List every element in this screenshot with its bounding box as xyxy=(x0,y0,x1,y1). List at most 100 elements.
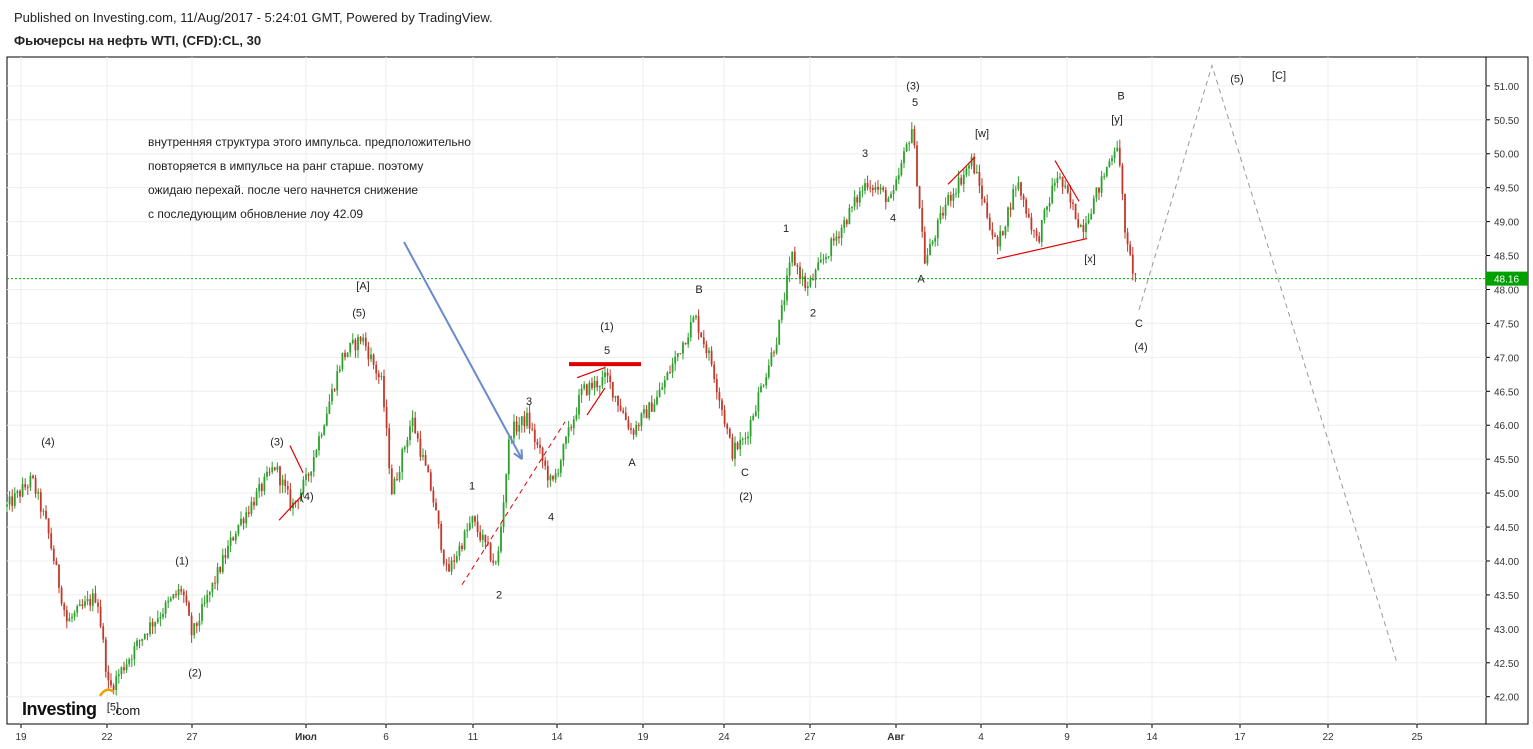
candle-body xyxy=(1007,207,1009,227)
candle-body xyxy=(645,409,648,419)
candle-body xyxy=(154,622,157,627)
candle-body xyxy=(778,319,781,345)
y-tick-label: 48.50 xyxy=(1494,252,1519,263)
candle-body xyxy=(1027,213,1030,218)
candle-body xyxy=(1043,209,1046,220)
wave-label: (1) xyxy=(600,321,613,333)
y-tick-label: 46.00 xyxy=(1494,421,1519,432)
candle-body xyxy=(398,472,401,480)
candle-body xyxy=(832,238,835,241)
candle-body xyxy=(676,353,679,357)
candle-body xyxy=(164,602,167,614)
candle-body xyxy=(544,460,547,466)
candle-body xyxy=(741,438,744,440)
candle-body xyxy=(1056,177,1059,183)
candle-body xyxy=(762,385,765,387)
candle-body xyxy=(198,620,201,626)
candle-body xyxy=(773,352,775,354)
candle-body xyxy=(700,332,703,338)
candle-body xyxy=(536,441,539,445)
note-line: внутренняя структура этого импульса. пре… xyxy=(148,135,471,149)
candle-body xyxy=(21,484,24,497)
candle-body xyxy=(149,622,151,635)
candle-body xyxy=(476,521,479,533)
candle-body xyxy=(614,396,617,398)
candle-body xyxy=(679,353,682,355)
wave-label: 4 xyxy=(890,213,896,225)
y-tick-label: 47.00 xyxy=(1494,353,1519,364)
candle-body xyxy=(115,676,118,690)
candle-body xyxy=(986,202,989,218)
candle-body xyxy=(598,385,601,388)
candle-body xyxy=(362,337,365,342)
wave-label: (2) xyxy=(739,491,752,503)
candle-body xyxy=(250,501,253,514)
candle-body xyxy=(463,531,466,550)
candle-body xyxy=(562,443,565,461)
candle-body xyxy=(474,516,476,522)
candle-body xyxy=(596,380,599,388)
candle-body xyxy=(383,376,385,408)
candle-body xyxy=(588,382,591,395)
candle-body xyxy=(1022,195,1025,200)
candle-body xyxy=(520,416,523,425)
y-tick-label: 49.50 xyxy=(1494,184,1519,195)
candle-body xyxy=(125,664,128,671)
candle-body xyxy=(372,354,375,365)
candle-body xyxy=(814,270,817,281)
wave-label: (5) xyxy=(352,308,365,320)
candle-body xyxy=(156,618,159,623)
candle-body xyxy=(120,667,123,675)
y-tick-label: 51.00 xyxy=(1494,82,1519,93)
candle-body xyxy=(825,257,827,260)
x-tick-label: Июл xyxy=(295,732,317,743)
candle-body xyxy=(315,450,318,458)
candle-body xyxy=(94,593,97,603)
candle-body xyxy=(671,363,674,373)
candle-body xyxy=(268,471,271,473)
candle-body xyxy=(424,455,427,466)
candle-body xyxy=(973,156,976,174)
candle-body xyxy=(276,466,279,470)
dashed-channel xyxy=(461,421,566,586)
candle-body xyxy=(341,352,344,370)
y-tick-label: 48.00 xyxy=(1494,285,1519,296)
candle-body xyxy=(240,518,242,525)
candle-body xyxy=(708,350,710,353)
candle-body xyxy=(767,365,770,378)
wave-label: 2 xyxy=(810,308,816,320)
candle-body xyxy=(172,594,175,599)
candle-body xyxy=(481,534,484,541)
wave-label: (1) xyxy=(175,555,188,567)
candle-body xyxy=(606,372,609,376)
candle-body xyxy=(910,129,913,144)
candle-body xyxy=(370,354,372,360)
candle-body xyxy=(674,356,677,364)
candle-body xyxy=(819,259,822,263)
candle-body xyxy=(947,195,950,205)
wave-label: (3) xyxy=(906,80,919,92)
candle-body xyxy=(666,372,669,381)
candle-body xyxy=(401,449,404,473)
candle-body xyxy=(1090,213,1093,220)
candle-body xyxy=(1105,166,1108,177)
candle-body xyxy=(130,658,133,660)
candle-body xyxy=(710,350,713,365)
time-axis[interactable]: 19 22 27 Июл 6 11 14 19 24 27 Авг 4 9 14 17 22 25 xyxy=(15,724,1423,743)
candle-body xyxy=(718,392,721,401)
candle-body xyxy=(500,526,502,552)
candle-body xyxy=(765,377,768,386)
trendline xyxy=(586,387,606,416)
candle-body xyxy=(1111,158,1113,162)
candle-body xyxy=(929,244,931,256)
candle-body xyxy=(879,187,882,190)
candle-body xyxy=(523,416,526,427)
y-tick-label: 47.50 xyxy=(1494,319,1519,330)
candle-body xyxy=(271,467,274,472)
candle-body xyxy=(1004,226,1007,236)
candle-body xyxy=(513,421,515,439)
y-tick-label: 44.50 xyxy=(1494,523,1519,534)
price-axis[interactable]: 42.00 42.50 43.00 43.50 44.00 44.50 45.00 45.50… xyxy=(1486,82,1519,704)
candle-body xyxy=(16,490,19,494)
